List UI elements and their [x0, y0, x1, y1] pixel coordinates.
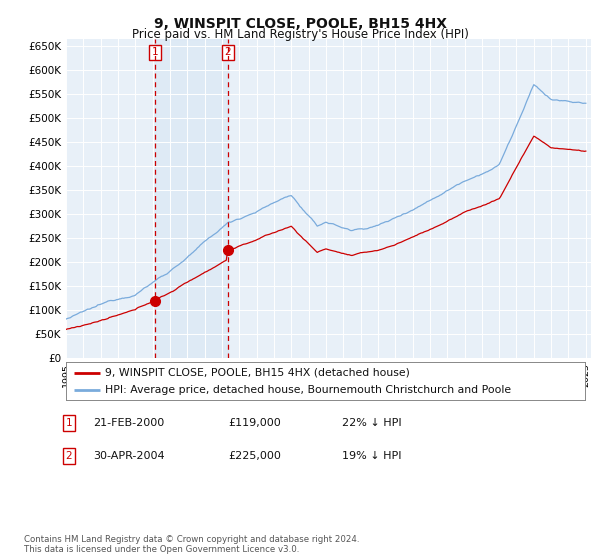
Text: 30-APR-2004: 30-APR-2004 [93, 451, 164, 461]
Text: £119,000: £119,000 [228, 418, 281, 428]
Text: 9, WINSPIT CLOSE, POOLE, BH15 4HX: 9, WINSPIT CLOSE, POOLE, BH15 4HX [154, 17, 446, 31]
Text: This data is licensed under the Open Government Licence v3.0.: This data is licensed under the Open Gov… [24, 545, 299, 554]
Text: 19% ↓ HPI: 19% ↓ HPI [342, 451, 401, 461]
Text: 22% ↓ HPI: 22% ↓ HPI [342, 418, 401, 428]
Text: Price paid vs. HM Land Registry's House Price Index (HPI): Price paid vs. HM Land Registry's House … [131, 28, 469, 41]
Text: 1: 1 [151, 47, 158, 57]
Text: £225,000: £225,000 [228, 451, 281, 461]
Text: 2: 2 [65, 451, 73, 461]
Text: 1: 1 [65, 418, 73, 428]
Text: 2: 2 [224, 47, 231, 57]
Text: HPI: Average price, detached house, Bournemouth Christchurch and Poole: HPI: Average price, detached house, Bour… [105, 385, 511, 395]
Bar [155, 39, 227, 358]
Text: Contains HM Land Registry data © Crown copyright and database right 2024.: Contains HM Land Registry data © Crown c… [24, 535, 359, 544]
Text: 21-FEB-2000: 21-FEB-2000 [93, 418, 164, 428]
Text: 9, WINSPIT CLOSE, POOLE, BH15 4HX (detached house): 9, WINSPIT CLOSE, POOLE, BH15 4HX (detac… [105, 367, 410, 377]
